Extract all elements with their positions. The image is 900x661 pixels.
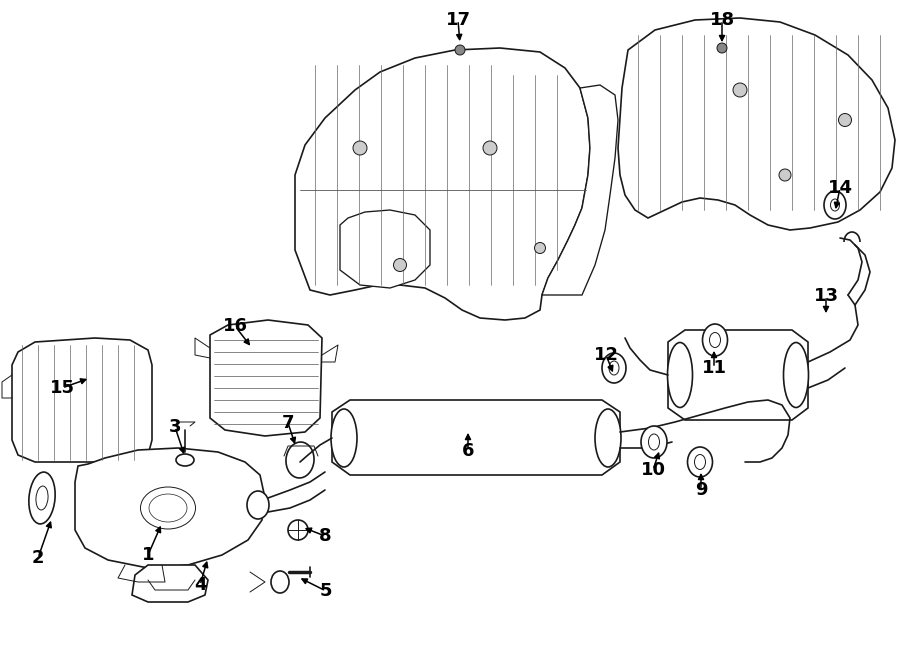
Ellipse shape [535,243,545,254]
Ellipse shape [286,442,314,478]
Text: 4: 4 [194,576,206,594]
Ellipse shape [455,45,465,55]
Ellipse shape [149,494,187,522]
Text: 13: 13 [814,287,839,305]
Text: 10: 10 [641,461,665,479]
Text: 2: 2 [32,549,44,567]
Polygon shape [12,338,152,462]
Text: 7: 7 [282,414,294,432]
Text: 17: 17 [446,11,471,29]
Ellipse shape [649,434,660,450]
Ellipse shape [839,114,851,126]
Text: 9: 9 [695,481,707,499]
Polygon shape [295,48,590,320]
Polygon shape [618,18,895,230]
Text: 11: 11 [701,359,726,377]
Ellipse shape [703,324,727,356]
Ellipse shape [271,571,289,593]
Ellipse shape [688,447,713,477]
Ellipse shape [353,141,367,155]
Ellipse shape [709,332,721,348]
Ellipse shape [483,141,497,155]
Text: 16: 16 [222,317,248,335]
Ellipse shape [29,472,55,524]
Ellipse shape [140,487,195,529]
Ellipse shape [779,169,791,181]
Text: 18: 18 [709,11,734,29]
Text: 8: 8 [319,527,331,545]
Polygon shape [132,565,208,602]
Ellipse shape [602,353,626,383]
Ellipse shape [36,486,48,510]
Polygon shape [75,448,265,568]
Ellipse shape [717,43,727,53]
Ellipse shape [609,361,619,375]
Text: 3: 3 [169,418,181,436]
Ellipse shape [176,454,194,466]
Text: 15: 15 [50,379,75,397]
Text: 6: 6 [462,442,474,460]
Text: 14: 14 [827,179,852,197]
Text: 12: 12 [593,346,618,364]
Ellipse shape [247,491,269,519]
Ellipse shape [784,342,808,407]
Ellipse shape [668,342,692,407]
Ellipse shape [641,426,667,458]
Ellipse shape [831,199,840,211]
Ellipse shape [595,409,621,467]
Text: 1: 1 [142,546,154,564]
Text: 5: 5 [320,582,332,600]
Ellipse shape [393,258,407,272]
Ellipse shape [331,409,357,467]
Ellipse shape [824,191,846,219]
Ellipse shape [733,83,747,97]
Ellipse shape [288,520,308,540]
Polygon shape [332,400,620,475]
Polygon shape [340,210,430,288]
Ellipse shape [695,455,706,469]
Polygon shape [542,85,618,295]
Polygon shape [210,320,322,436]
Polygon shape [668,330,808,420]
